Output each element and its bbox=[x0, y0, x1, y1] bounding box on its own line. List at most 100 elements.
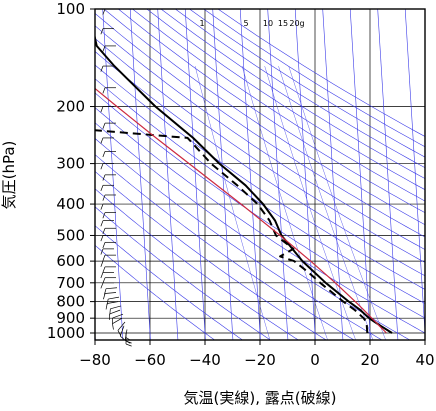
wind-barb-feather bbox=[102, 255, 106, 261]
wind-barb-feather bbox=[102, 8, 106, 15]
tick-layer: −80 −60 −40 −20 0 20 40 100 200 300 400 500 600 70080… bbox=[47, 0, 435, 369]
isotherm-line bbox=[157, 9, 179, 340]
dry-adiabat-line bbox=[95, 25, 425, 250]
y-axis-label: 気圧(hPa) bbox=[0, 141, 18, 210]
isotherm-line bbox=[239, 9, 261, 340]
wind-barb-feather bbox=[100, 65, 104, 72]
dry-adiabat-line bbox=[189, 9, 425, 158]
dry-adiabat-line bbox=[95, 92, 425, 319]
isotherm-line bbox=[404, 9, 425, 338]
wind-barb-feather bbox=[100, 260, 104, 267]
wind-barb bbox=[102, 254, 116, 261]
wind-barb bbox=[100, 282, 114, 289]
wind-barb-staff bbox=[106, 287, 118, 290]
dry-adiabat-line bbox=[95, 122, 410, 340]
wind-barb bbox=[100, 248, 114, 255]
dry-adiabat-line bbox=[95, 51, 425, 277]
wind-barb bbox=[100, 106, 114, 113]
dry-adiabat-line bbox=[95, 107, 425, 334]
y-tick-label: 100 bbox=[56, 0, 85, 18]
dry-adiabat-line bbox=[160, 9, 425, 179]
wind-barb-feather bbox=[100, 248, 104, 255]
mixing-ratio-label: 10 bbox=[263, 19, 273, 28]
mixing-ratio-labels: 1 5 10 15 20g bbox=[199, 19, 304, 28]
isotherm-line bbox=[377, 9, 399, 340]
dewpoint-profile-line bbox=[95, 129, 369, 334]
wind-barb-staff bbox=[110, 305, 122, 310]
dry-adiabat-line bbox=[217, 9, 425, 137]
x-tick-label: −60 bbox=[134, 351, 166, 369]
x-tick-label: −40 bbox=[189, 351, 221, 369]
dry-adiabat-line bbox=[203, 9, 425, 148]
wind-barb-feather bbox=[102, 277, 106, 284]
wind-barb-feather bbox=[117, 330, 122, 336]
dry-adiabat-line bbox=[95, 206, 271, 340]
wind-barb bbox=[100, 163, 114, 170]
wind-barb bbox=[112, 313, 124, 324]
wind-barb bbox=[100, 137, 114, 144]
wind-barb bbox=[102, 87, 116, 94]
y-tick-label: 500 bbox=[56, 226, 85, 244]
dry-adiabat-line bbox=[95, 171, 327, 340]
wind-barb-feather bbox=[100, 282, 104, 289]
wind-barb-feather bbox=[100, 203, 104, 210]
wind-barb bbox=[102, 277, 116, 284]
dry-adiabat-line bbox=[95, 38, 425, 263]
wind-barb-staff bbox=[119, 325, 125, 337]
wind-barb bbox=[100, 220, 114, 227]
wind-barb bbox=[106, 296, 120, 306]
x-tick-label: 0 bbox=[310, 351, 320, 369]
mixing-ratio-label: 5 bbox=[243, 19, 248, 28]
dry-adiabat-line bbox=[95, 154, 354, 340]
wind-barb bbox=[117, 321, 126, 336]
wind-barb bbox=[100, 260, 114, 267]
y-tick-label: 300 bbox=[56, 155, 85, 173]
wind-barb bbox=[102, 212, 116, 219]
dry-adiabat-line bbox=[103, 9, 425, 226]
wind-barb-layer bbox=[100, 8, 132, 347]
wind-barb-feather bbox=[100, 163, 104, 170]
y-tick-label: 800 bbox=[56, 293, 85, 311]
isotherm-line bbox=[129, 9, 151, 340]
wind-barb-feather bbox=[100, 137, 104, 144]
wind-barb bbox=[112, 317, 123, 330]
wind-barb-feather bbox=[112, 323, 114, 330]
wind-barb-staff bbox=[124, 329, 128, 341]
wind-barb bbox=[102, 174, 116, 181]
wind-barb bbox=[109, 305, 122, 315]
temperature-profile-line bbox=[95, 33, 393, 334]
wind-barb bbox=[100, 184, 114, 192]
wind-barb-staff bbox=[117, 321, 126, 331]
wind-barb-feather bbox=[102, 228, 106, 234]
mixing-ratio-line bbox=[278, 66, 374, 340]
wind-barb-staff bbox=[107, 301, 119, 304]
wind-barb bbox=[100, 65, 114, 72]
mixing-ratio-label: 1 bbox=[199, 19, 204, 28]
grid-layer bbox=[95, 9, 425, 340]
isotherm-line bbox=[322, 9, 344, 340]
x-tick-label: −80 bbox=[79, 351, 111, 369]
wind-barb bbox=[102, 150, 116, 158]
y-tick-label: 200 bbox=[56, 98, 85, 116]
wind-barb-feather bbox=[106, 298, 109, 306]
dry-adiabat-line bbox=[95, 64, 425, 290]
x-tick-label: −20 bbox=[244, 351, 276, 369]
mixing-ratio-line bbox=[288, 66, 386, 340]
dry-adiabat-line bbox=[95, 78, 425, 304]
wind-barb bbox=[100, 235, 114, 242]
x-axis-label: 気温(実線), 露点(破線) bbox=[184, 389, 337, 407]
wind-barb bbox=[100, 272, 114, 279]
dry-adiabat-line bbox=[132, 9, 425, 202]
dry-adiabat-line bbox=[95, 138, 382, 340]
series-layer bbox=[95, 33, 393, 334]
wind-barb-feather bbox=[102, 87, 106, 94]
wind-barb-feather bbox=[102, 212, 106, 219]
parcel-path-line bbox=[95, 87, 387, 334]
wind-barb bbox=[109, 309, 121, 320]
wind-barb-feather bbox=[104, 288, 107, 295]
wind-barb bbox=[100, 28, 114, 35]
isotherm-line bbox=[102, 9, 124, 340]
wind-barb-feather bbox=[109, 308, 111, 315]
wind-barb-feather bbox=[102, 194, 106, 201]
